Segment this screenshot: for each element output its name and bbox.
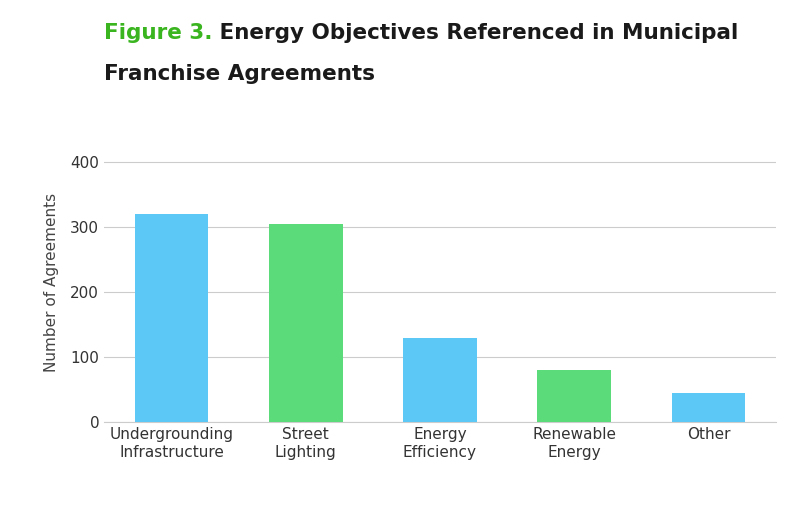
Y-axis label: Number of Agreements: Number of Agreements: [44, 193, 59, 372]
Text: Franchise Agreements: Franchise Agreements: [104, 64, 375, 83]
Bar: [672, 393, 746, 422]
Bar: [134, 214, 208, 422]
Text: Energy Objectives Referenced in Municipal: Energy Objectives Referenced in Municipa…: [213, 23, 738, 43]
Text: Figure 3.: Figure 3.: [104, 23, 213, 43]
Bar: [269, 224, 342, 422]
Bar: [403, 338, 477, 422]
Bar: [538, 371, 611, 422]
